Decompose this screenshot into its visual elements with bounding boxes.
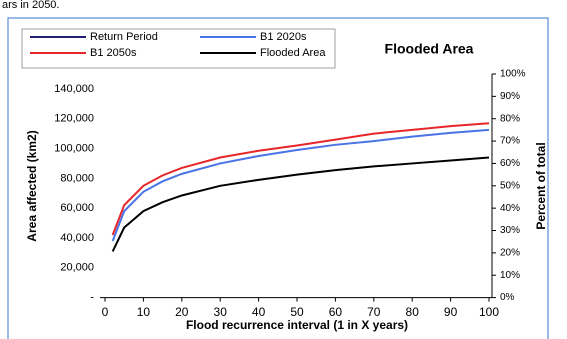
chart-title: Flooded Area [385,41,474,57]
x-tick-label: 30 [214,305,228,319]
x-tick-label: 80 [406,305,420,319]
x-tick-label: 0 [102,305,109,319]
y2-tick-label: 80% [500,113,520,124]
y-tick-label: 80,000 [60,172,94,184]
frame [7,17,549,339]
legend-box [21,28,336,69]
series-line [111,122,490,236]
y-tick-label: - [90,292,94,304]
y2-tick-label: 40% [500,203,520,214]
y2-tick-label: 10% [500,270,520,281]
x-tick-label: 50 [290,305,304,319]
y2-tick-label: 60% [500,158,520,169]
x-tick-label: 90 [444,305,458,319]
y-tick-label: 140,000 [54,83,94,95]
y2-tick-label: 90% [500,91,520,102]
x-tick-label: 20 [175,305,189,319]
y-tick-label: 120,000 [54,113,94,125]
y-tick-label: 40,000 [60,232,94,244]
y-tick-label: 60,000 [60,202,94,214]
y2-tick-label: 0% [500,292,515,303]
x-tick-label: 40 [252,305,266,319]
series-line [111,156,490,252]
y-tick-label: 20,000 [60,262,94,274]
y2-tick-label: 100% [500,69,526,80]
y2-tick-label: 20% [500,248,520,259]
legend-label: B1 2050s [90,47,137,59]
y2-tick-label: 30% [500,225,520,236]
legend-label: B1 2020s [260,31,307,43]
y2-tick-label: 50% [500,180,520,191]
caption-fragment: ars in 2050. [2,0,59,11]
x-tick-label: 10 [137,305,151,319]
y-axis-label: Area affected (km2) [25,130,39,241]
x-axis-label: Flood recurrence interval (1 in X years) [186,318,408,332]
x-tick-label: 100 [479,305,499,319]
x-tick-label: 70 [367,305,381,319]
y-tick-label: 100,000 [54,142,94,154]
series-line [111,128,490,242]
y2-tick-label: 70% [500,136,520,147]
y2-axis-label: Percent of total [534,142,548,229]
legend-label: Return Period [90,31,158,43]
x-tick-label: 60 [329,305,343,319]
legend-label: Flooded Area [260,47,326,59]
